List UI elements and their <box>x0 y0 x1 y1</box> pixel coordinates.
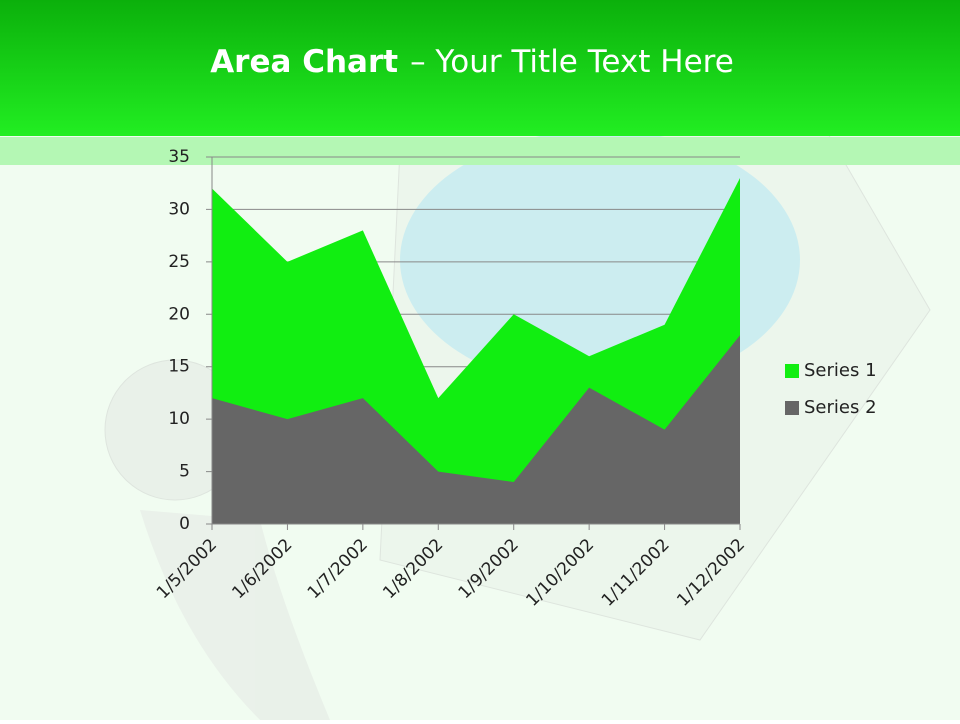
header-strip <box>0 137 960 165</box>
title-emphasis: Area Chart <box>210 44 398 80</box>
header-band <box>0 0 960 136</box>
slide-title: Area Chart – Your Title Text Here <box>210 44 734 80</box>
y-tick-label: 25 <box>168 252 190 272</box>
y-tick-label: 5 <box>179 462 190 482</box>
area <box>212 335 740 524</box>
y-tick-label: 35 <box>168 147 190 167</box>
y-tick-label: 20 <box>168 304 190 324</box>
legend-swatch <box>785 364 799 378</box>
legend-label: Series 1 <box>804 360 877 381</box>
y-tick-label: 0 <box>179 514 190 534</box>
legend-label: Series 2 <box>804 397 877 418</box>
y-tick-label: 30 <box>168 199 190 219</box>
legend-swatch <box>785 401 799 415</box>
y-tick-label: 10 <box>168 409 190 429</box>
y-tick-label: 15 <box>168 357 190 377</box>
title-text: – Your Title Text Here <box>410 44 734 80</box>
